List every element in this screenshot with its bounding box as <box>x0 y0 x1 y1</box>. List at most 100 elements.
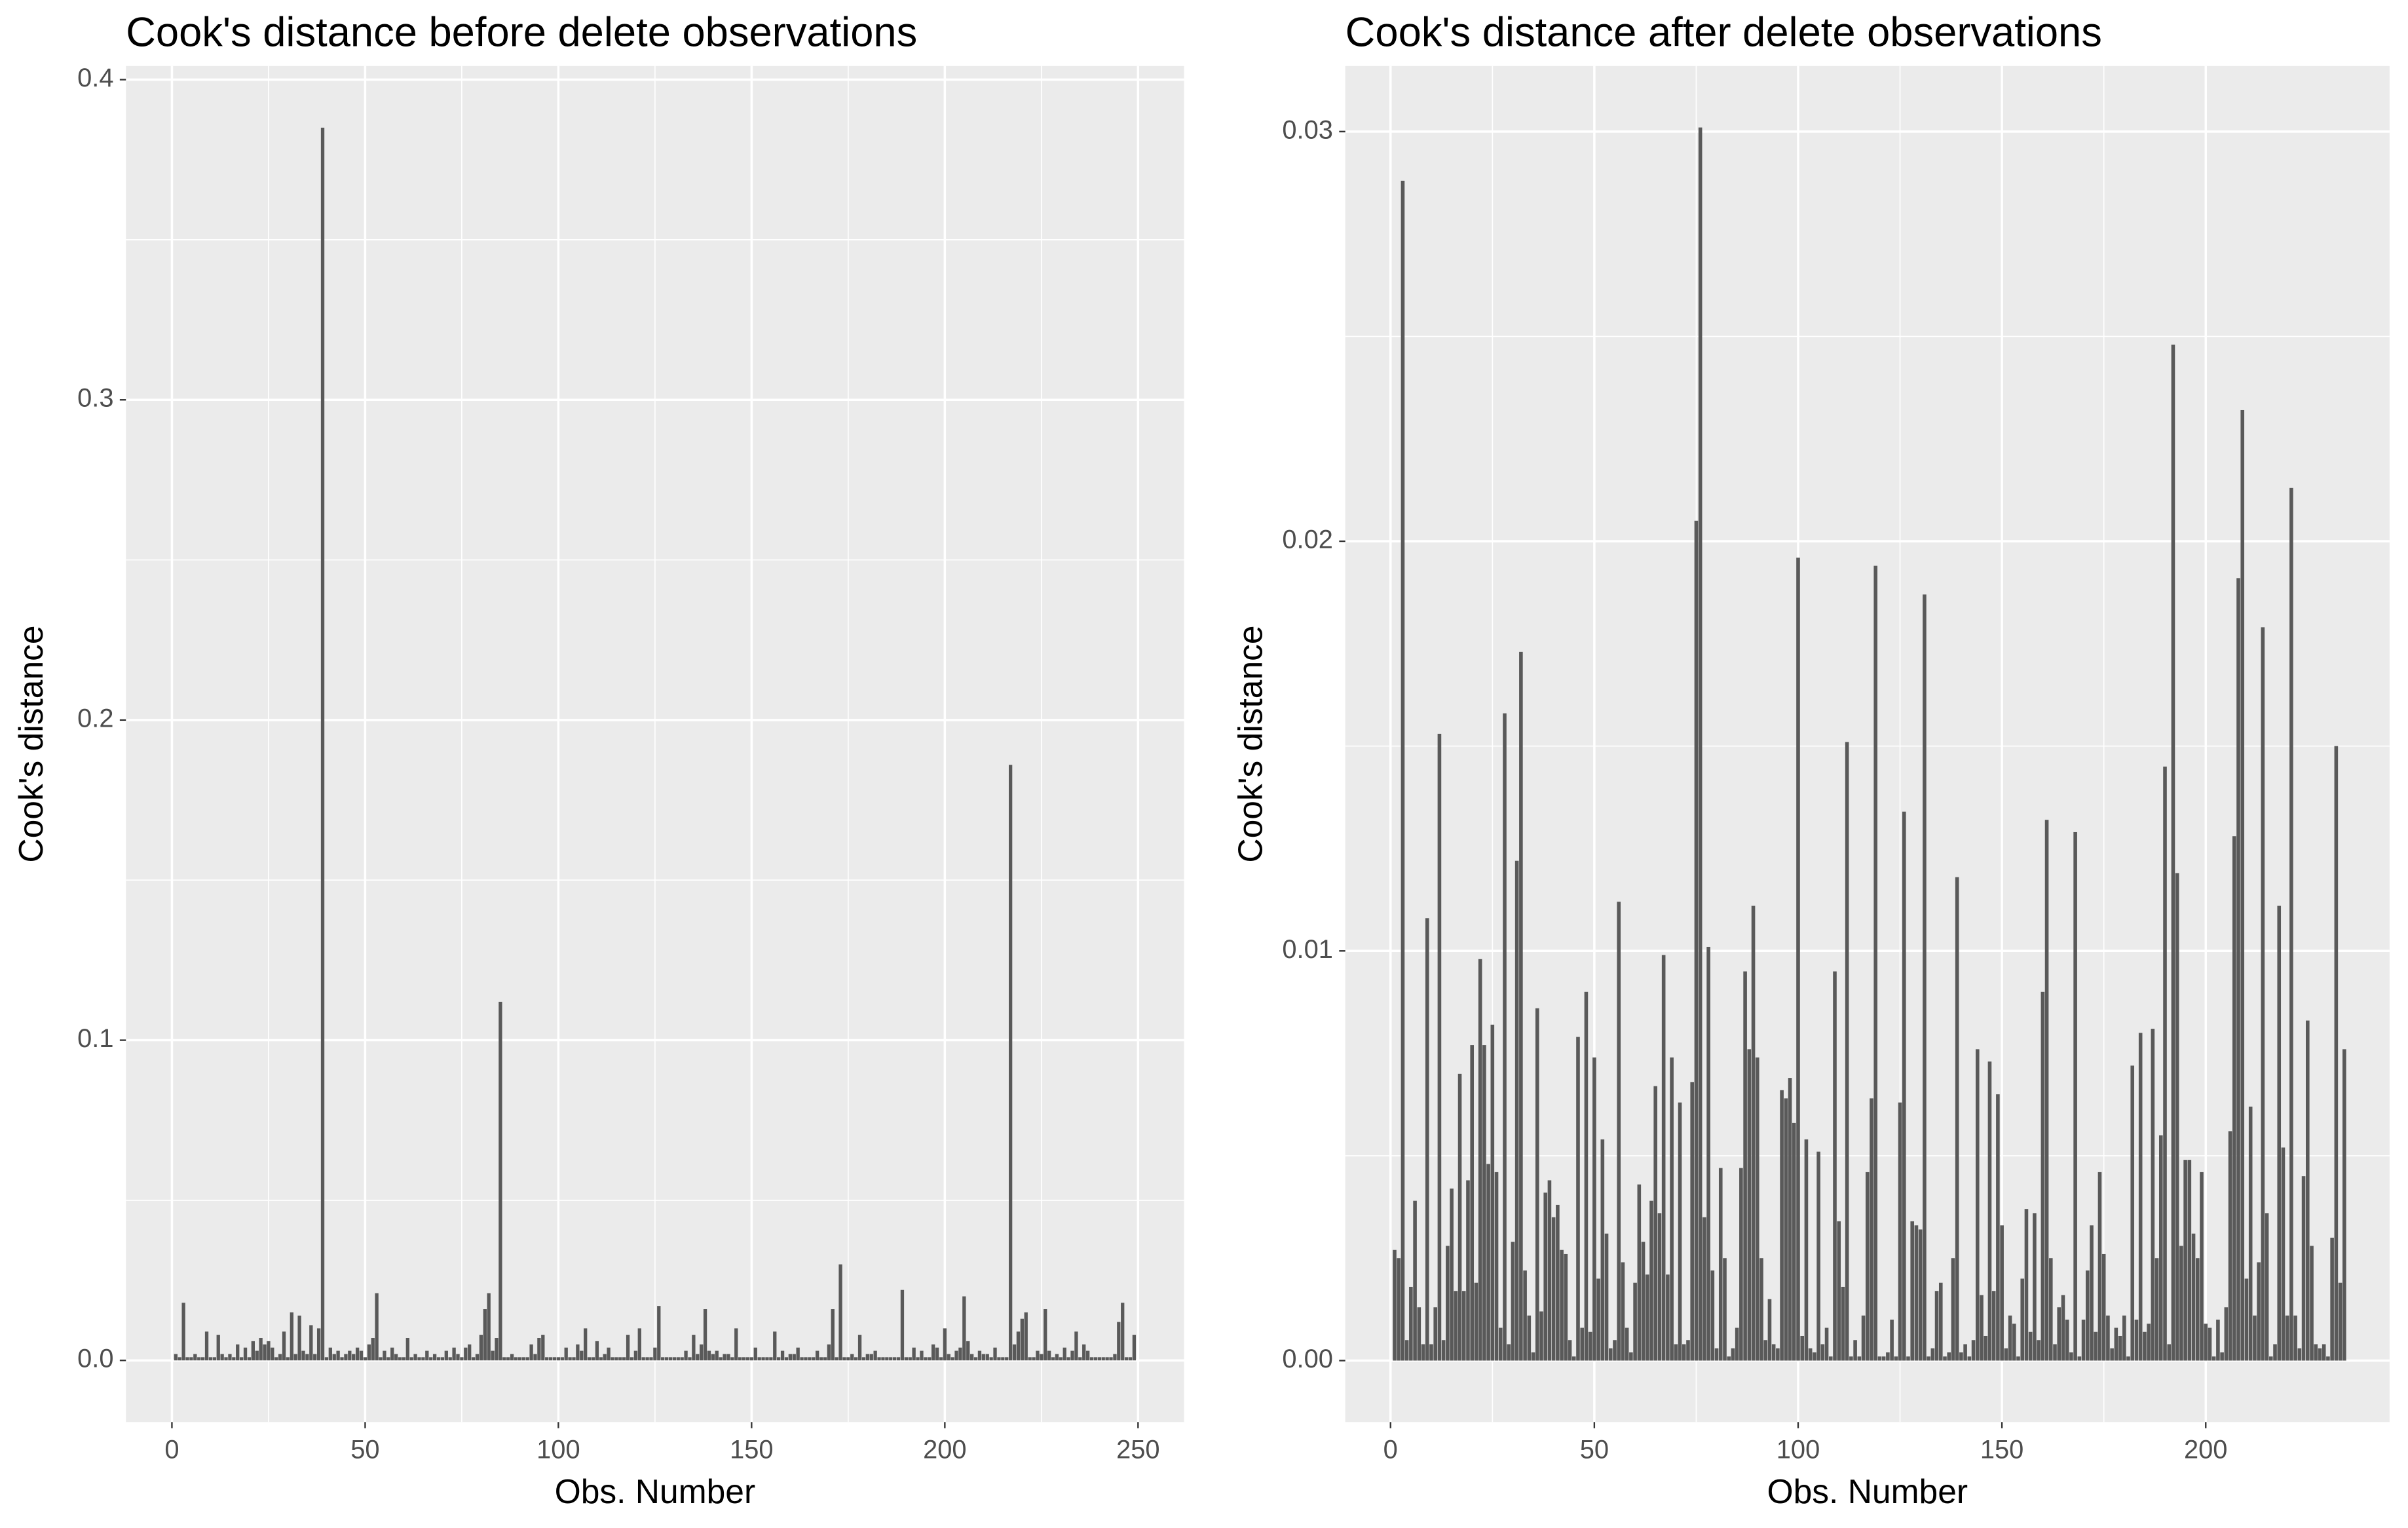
bar <box>1776 1348 1780 1361</box>
bar <box>305 1354 309 1361</box>
bar <box>854 1357 858 1361</box>
bar <box>568 1357 572 1361</box>
bar <box>2118 1335 2122 1361</box>
bar <box>1588 1331 1592 1361</box>
y-axis-title: Cook's distance <box>12 625 50 862</box>
bar <box>491 1350 495 1361</box>
bar <box>633 1350 638 1361</box>
bar <box>591 1357 595 1361</box>
bar <box>525 1357 529 1361</box>
bar <box>499 1001 502 1361</box>
bar <box>1947 1352 1951 1361</box>
x-tick-label: 200 <box>2184 1435 2227 1464</box>
bar <box>1458 1073 1462 1361</box>
bar <box>1690 1082 1695 1361</box>
bar <box>1032 1357 1036 1361</box>
bar <box>711 1354 715 1361</box>
bar <box>1551 1217 1556 1361</box>
bar <box>2143 1331 2147 1361</box>
x-tick-label: 100 <box>536 1435 580 1464</box>
bar <box>1016 1331 1021 1361</box>
bar <box>2277 906 2282 1361</box>
bar <box>178 1357 181 1361</box>
x-tick-label: 0 <box>1383 1435 1398 1464</box>
bar <box>2338 1282 2342 1361</box>
bar <box>1413 1200 1417 1361</box>
bar <box>1833 971 1837 1361</box>
y-tick-label: 0.3 <box>77 384 113 413</box>
bar <box>842 1357 846 1361</box>
bar <box>316 1328 321 1361</box>
bar <box>1055 1354 1059 1361</box>
bar <box>1898 1102 1902 1361</box>
bar <box>1914 1225 1919 1361</box>
bar <box>595 1341 599 1361</box>
bar <box>1771 1344 1776 1361</box>
bar <box>1923 594 1927 1361</box>
bar <box>792 1354 796 1361</box>
bar <box>580 1350 584 1361</box>
bar <box>707 1350 711 1361</box>
bar <box>1600 1139 1605 1361</box>
bar <box>348 1350 352 1361</box>
bar <box>560 1357 564 1361</box>
bar <box>529 1344 533 1361</box>
bar <box>444 1350 448 1361</box>
bar <box>696 1354 700 1361</box>
bar <box>189 1357 193 1361</box>
bar <box>320 127 325 1361</box>
bar <box>603 1354 607 1361</box>
bar <box>2147 1324 2151 1361</box>
bar <box>861 1357 866 1361</box>
y-tick-label: 0.0 <box>77 1345 113 1373</box>
bar <box>2138 1033 2143 1361</box>
chart-title: Cook's distance after delete observation… <box>1345 10 2102 56</box>
bar <box>1661 955 1666 1361</box>
bar <box>1837 1221 1841 1361</box>
bar <box>1625 1327 1629 1361</box>
bar <box>626 1335 630 1361</box>
bar <box>1808 1348 1813 1361</box>
bar <box>1910 1221 1915 1361</box>
bar <box>1059 1357 1063 1361</box>
bar <box>278 1354 282 1361</box>
bar <box>1703 1217 1706 1361</box>
bar <box>1629 1352 1633 1361</box>
bar <box>456 1354 460 1361</box>
bar <box>688 1357 692 1361</box>
bar <box>2016 1356 2020 1361</box>
bar <box>2191 1233 2196 1361</box>
bar <box>780 1350 785 1361</box>
bar <box>1568 1340 1572 1361</box>
bar <box>1020 1318 1024 1361</box>
bar <box>1113 1354 1117 1361</box>
bar <box>1564 1253 1568 1361</box>
bar <box>1040 1354 1044 1361</box>
bar <box>943 1328 947 1361</box>
bar <box>197 1357 201 1361</box>
bar <box>301 1350 305 1361</box>
bar <box>742 1357 746 1361</box>
bar <box>827 1344 831 1361</box>
bar <box>1759 1258 1763 1361</box>
bar <box>749 1357 754 1361</box>
bar <box>1980 1295 1984 1361</box>
bar <box>2044 820 2049 1361</box>
bar <box>1718 1168 1723 1361</box>
bar <box>425 1350 429 1361</box>
bar <box>908 1357 912 1361</box>
bar <box>1425 918 1429 1361</box>
bar <box>1093 1357 1098 1361</box>
bar <box>1490 1024 1495 1361</box>
bar <box>823 1357 827 1361</box>
bar <box>1066 1357 1070 1361</box>
bar <box>719 1357 723 1361</box>
bar <box>1613 1340 1617 1361</box>
bar <box>2244 1278 2249 1361</box>
bar <box>2211 1356 2216 1361</box>
bar <box>2224 1307 2229 1361</box>
bar <box>1927 1356 1930 1361</box>
bar <box>1044 1309 1047 1361</box>
bar <box>1788 1078 1792 1361</box>
bar <box>1437 733 1442 1361</box>
